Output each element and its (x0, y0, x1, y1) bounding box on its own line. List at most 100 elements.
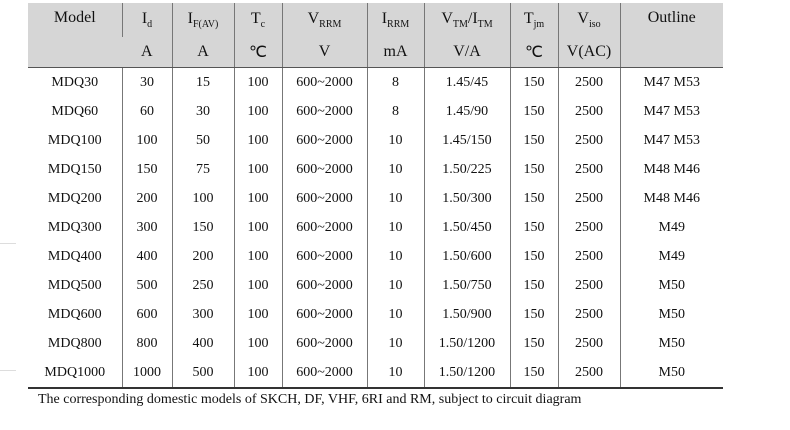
cell: M47 M53 (619, 97, 723, 126)
data-row: MDQ800 800 400 100 600~2000 10 1.50/1200 150 250… (28, 329, 723, 358)
cell: 600~2000 (281, 184, 367, 213)
cell: 150 (121, 155, 172, 184)
cell: 500 (121, 271, 172, 300)
cell: 1.45/90 (423, 97, 510, 126)
cell: MDQ30 (51, 74, 99, 90)
cell: 150 (509, 184, 558, 213)
cell: MDQ100 (47, 132, 102, 148)
cell: 150 (509, 358, 558, 389)
cell: MDQ200 (47, 190, 102, 206)
cell: 600~2000 (281, 155, 367, 184)
cell: 2500 (557, 300, 620, 329)
cell: 600~2000 (281, 213, 367, 242)
data-row: MDQ30 30 15 100 600~2000 8 1.45/45 150 2500 M47 M… (28, 67, 723, 97)
cell: 150 (509, 213, 558, 242)
cell: 10 (366, 213, 424, 242)
cell: 600~2000 (281, 126, 367, 155)
cell: 10 (366, 300, 424, 329)
cell: 10 (366, 155, 424, 184)
header-text: I (381, 9, 388, 27)
cell: 1.50/750 (423, 271, 510, 300)
cell: MDQ300 (47, 219, 102, 235)
header-cell: Id (121, 3, 172, 37)
header-text: V (307, 9, 320, 27)
cell: 8 (366, 67, 424, 97)
cell: 2500 (557, 97, 620, 126)
cell: 100 (233, 97, 282, 126)
subscript: RRM (319, 19, 342, 31)
header-text: I (187, 9, 193, 27)
cell: 10 (366, 329, 424, 358)
cell: 600~2000 (281, 358, 367, 389)
cell: 100 (233, 358, 282, 389)
cell: 10 (366, 358, 424, 389)
cell: 600~2000 (281, 271, 367, 300)
header-text: Outline (647, 9, 696, 26)
cell: 100 (233, 184, 282, 213)
cell: 600~2000 (281, 97, 367, 126)
footnote: The corresponding domestic models of SKC… (38, 392, 582, 407)
cell: 200 (121, 184, 172, 213)
header-row: Model Id IF(AV) Tc VRRM IRRM VTM/ITM Tjm Viso Out… (28, 3, 723, 68)
header-text: V (441, 9, 453, 27)
header-text: Model (53, 9, 96, 26)
unit-cell: A (171, 37, 234, 68)
cell: 500 (171, 358, 234, 389)
cell: 200 (171, 242, 234, 271)
cell: 150 (509, 271, 558, 300)
subscript: c (260, 19, 266, 31)
cell: 1.50/900 (423, 300, 510, 329)
unit-cell: V(AC) (557, 37, 620, 68)
cell: 2500 (557, 213, 620, 242)
unit-cell: V (281, 37, 367, 68)
cell: 10 (366, 126, 424, 155)
cell: 150 (509, 329, 558, 358)
cell: MDQ400 (47, 248, 102, 264)
cell: MDQ1000 (28, 358, 122, 389)
unit-cell: mA (366, 37, 424, 68)
cell: MDQ150 (47, 161, 102, 177)
cell: 2500 (557, 271, 620, 300)
data-row: MDQ60 60 30 100 600~2000 8 1.45/90 150 2500 M47 M… (28, 97, 723, 126)
cell: 400 (121, 242, 172, 271)
header-cell: Viso (557, 3, 620, 37)
subscript: d (147, 19, 153, 31)
cell: 150 (509, 97, 558, 126)
cell: 60 (121, 97, 172, 126)
cell: 1.45/150 (423, 126, 510, 155)
cell: 10 (366, 271, 424, 300)
subscript: jm (533, 19, 545, 31)
spec-table: Model Id IF(AV) Tc VRRM IRRM VTM/ITM Tjm Viso Out… (28, 3, 723, 389)
cell: 100 (233, 271, 282, 300)
cell: 2500 (557, 67, 620, 97)
unit-cell: ℃ (509, 37, 558, 68)
header-cell: IF(AV) (171, 3, 234, 37)
header-cell: IRRM (366, 3, 424, 37)
cell: 100 (233, 126, 282, 155)
header-cell: Outline (619, 3, 723, 68)
header-cell: VTM/ITM (423, 3, 510, 37)
header-cell: Tjm (509, 3, 558, 37)
cell: 600~2000 (281, 300, 367, 329)
cell: 150 (509, 155, 558, 184)
unit-cell: A (122, 37, 172, 68)
subscript: F(AV) (192, 19, 219, 31)
data-row: MDQ600 600 300 100 600~2000 10 1.50/900 150 2500… (28, 300, 723, 329)
cell: M49 (619, 213, 723, 242)
cell: 30 (171, 97, 234, 126)
cell: 75 (171, 155, 234, 184)
cell: 1000 (121, 358, 172, 389)
cell: 50 (171, 126, 234, 155)
cell: M50 (619, 358, 723, 389)
cell: 100 (233, 213, 282, 242)
cell: 300 (171, 300, 234, 329)
cell: 30 (121, 67, 172, 97)
cell: 2500 (557, 184, 620, 213)
cell: 400 (171, 329, 234, 358)
cell: 1.50/225 (423, 155, 510, 184)
edge-line (0, 243, 16, 244)
cell: 100 (233, 242, 282, 271)
cell: 1.50/1200 (423, 329, 510, 358)
header-text: T (250, 9, 261, 27)
